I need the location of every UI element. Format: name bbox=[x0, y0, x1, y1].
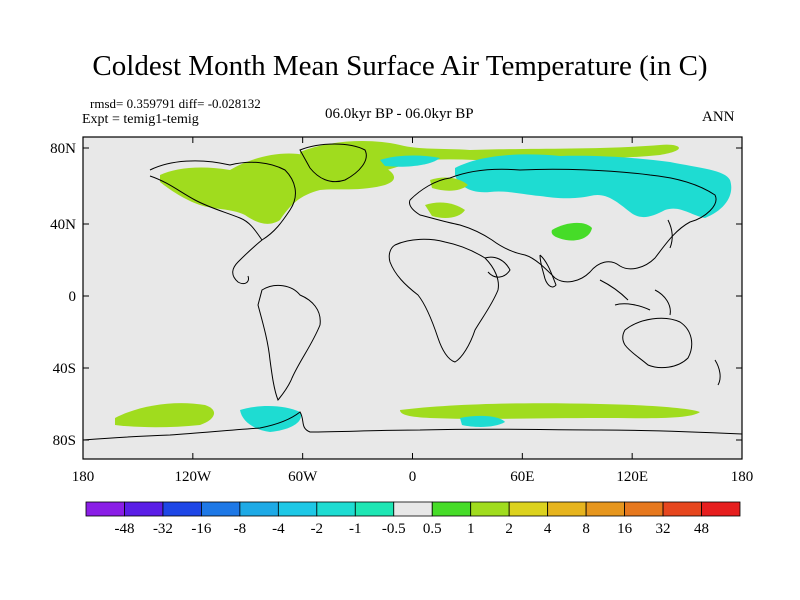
colorbar-swatch bbox=[585, 501, 625, 517]
colorbar-label: 48 bbox=[694, 521, 709, 537]
colorbar-label: -8 bbox=[234, 521, 247, 537]
colorbar-label: -16 bbox=[191, 521, 211, 537]
y-tick-label: 0 bbox=[69, 289, 77, 305]
anomaly-region-north-america bbox=[160, 153, 395, 224]
anomaly-shading bbox=[115, 140, 732, 432]
colorbar-swatch bbox=[431, 501, 472, 517]
colorbar-label: -4 bbox=[272, 521, 285, 537]
map-title: Coldest Month Mean Surface Air Temperatu… bbox=[92, 50, 708, 82]
colorbar-label: 0.5 bbox=[423, 521, 442, 537]
coastline-new-zealand bbox=[714, 359, 721, 386]
colorbar-label: 1 bbox=[467, 521, 475, 537]
anomaly-region-tibet bbox=[551, 222, 592, 241]
colorbar-swatch bbox=[547, 501, 587, 517]
colorbar-swatch bbox=[354, 501, 395, 517]
colorbar-label: 8 bbox=[582, 521, 590, 537]
season-label: ANN bbox=[702, 109, 735, 125]
colorbar-label: 32 bbox=[656, 521, 671, 537]
x-tick-label: 0 bbox=[409, 469, 417, 485]
x-tick-label: 60E bbox=[510, 469, 534, 485]
colorbar-label: -48 bbox=[114, 521, 134, 537]
x-tick-label: 120E bbox=[616, 469, 648, 485]
colorbar-swatch bbox=[662, 501, 702, 517]
coastline-australia bbox=[622, 317, 693, 369]
anomaly-region-europe bbox=[425, 202, 465, 218]
colorbar-swatch bbox=[124, 501, 164, 517]
colorbar-label: 4 bbox=[544, 521, 552, 537]
colorbar-swatch bbox=[316, 501, 356, 517]
axis-ticks: 180 120W 60W 0 60E 120E 180 80N 40N 0 40S 80S bbox=[50, 137, 753, 485]
colorbar-swatch bbox=[701, 501, 741, 517]
y-tick-label: 80N bbox=[50, 141, 76, 157]
colorbar-label: -32 bbox=[153, 521, 173, 537]
colorbar: -48 -32 -16 -8 -4 -2 -1 -0.5 0.5 1 2 4 8 16 32 48 bbox=[85, 501, 741, 537]
y-tick-label: 40N bbox=[50, 217, 76, 233]
x-tick-label: 60W bbox=[288, 469, 318, 485]
coastline-greenland bbox=[299, 143, 367, 183]
colorbar-swatch bbox=[393, 501, 433, 517]
colorbar-label: 16 bbox=[617, 521, 633, 537]
colorbar-swatch bbox=[201, 501, 241, 517]
colorbar-swatch bbox=[508, 501, 549, 517]
anomaly-region-antarctic-west bbox=[115, 403, 215, 428]
colorbar-swatch bbox=[162, 501, 202, 517]
coastline-south-america bbox=[257, 284, 321, 401]
coastlines bbox=[83, 143, 742, 441]
period-label: 06.0kyr BP - 06.0kyr BP bbox=[325, 106, 474, 122]
anomaly-region-southern-cyan bbox=[460, 415, 505, 427]
colorbar-label: -1 bbox=[349, 521, 362, 537]
coastline-eurasia bbox=[409, 168, 717, 283]
colorbar-label: -2 bbox=[311, 521, 324, 537]
x-tick-label: 180 bbox=[731, 469, 754, 485]
colorbar-swatch bbox=[239, 501, 279, 517]
x-tick-label: 120W bbox=[174, 469, 212, 485]
coastline-north-america bbox=[149, 160, 296, 285]
rmsd-diff-stats: rmsd= 0.359791 diff= -0.028132 bbox=[90, 96, 261, 111]
anomaly-region-arctic-north bbox=[380, 155, 440, 167]
experiment-label: Expt = temig1-temig bbox=[82, 112, 199, 127]
colorbar-label: 2 bbox=[505, 521, 513, 537]
colorbar-swatch bbox=[470, 501, 510, 517]
y-tick-label: 80S bbox=[53, 433, 76, 449]
anomaly-region-antarctic-cyan bbox=[240, 406, 301, 432]
y-tick-label: 40S bbox=[53, 361, 76, 377]
colorbar-label: -0.5 bbox=[382, 521, 406, 537]
colorbar-swatch bbox=[277, 501, 318, 517]
coastline-japan bbox=[667, 219, 673, 249]
anomaly-region-antarctic-east bbox=[400, 403, 700, 419]
coastline-africa bbox=[388, 238, 499, 363]
colorbar-swatch bbox=[624, 501, 664, 517]
x-tick-label: 180 bbox=[72, 469, 95, 485]
colorbar-swatch bbox=[85, 501, 125, 517]
coastline-arabia-india bbox=[484, 254, 557, 288]
coastline-southeast-asia bbox=[599, 279, 671, 316]
coastline-antarctica bbox=[83, 411, 742, 441]
